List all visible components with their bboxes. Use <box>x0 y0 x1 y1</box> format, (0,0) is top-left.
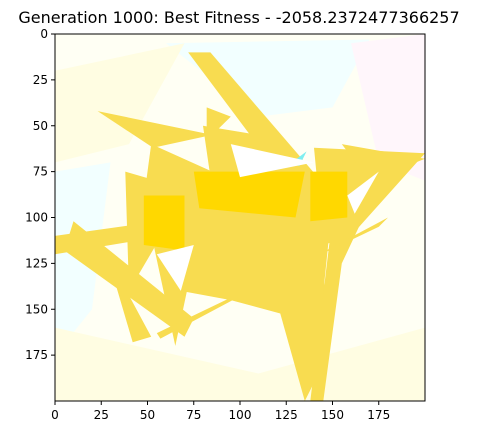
shape-rect-bright-yellow-c <box>310 171 348 222</box>
shape-rect-bright-yellow-a <box>143 195 185 251</box>
y-tick-label: 100 <box>25 211 48 225</box>
x-tick-label: 100 <box>229 408 252 422</box>
shape-tri-left-spike <box>106 254 152 343</box>
x-axis: 0 25 50 75 100 125 150 175 <box>51 401 390 422</box>
x-tick-label: 125 <box>275 408 298 422</box>
y-tick-label: 125 <box>25 256 48 270</box>
shape-tri-top-left <box>97 111 213 148</box>
y-tick-label: 75 <box>33 165 48 179</box>
shape-bg-cyan-top <box>166 39 370 117</box>
shape-tri-right-down <box>310 184 379 401</box>
shape-tri-white-1 <box>230 144 314 178</box>
shape-rect-bright-yellow-b <box>193 171 305 218</box>
shape-bg-lightyellow-bottom <box>55 327 425 401</box>
x-tick-label: 25 <box>94 408 109 422</box>
shape-tri-bottom-thin <box>156 217 388 339</box>
shape-tri-center-vertical <box>258 202 333 401</box>
shape-tri-white-3 <box>347 171 379 214</box>
y-tick-label: 50 <box>33 119 48 133</box>
x-tick-label: 150 <box>321 408 344 422</box>
y-tick-label: 150 <box>25 302 48 316</box>
x-tick-label: 0 <box>51 408 59 422</box>
shape-tri-right-top <box>341 144 425 181</box>
y-tick-label: 175 <box>25 348 48 362</box>
shape-tri-white-2 <box>156 245 194 291</box>
shape-bg-lightyellow-left <box>55 43 185 163</box>
generated-image <box>55 34 425 401</box>
shape-bg-pink-right <box>351 34 425 181</box>
x-tick-label: 175 <box>367 408 390 422</box>
y-tick-label: 25 <box>33 73 48 87</box>
x-tick-label: 50 <box>140 408 155 422</box>
x-tick-label: 75 <box>186 408 201 422</box>
y-axis: 0 25 50 75 100 125 150 175 <box>25 27 55 362</box>
plot-title: Generation 1000: Best Fitness - -2058.23… <box>18 8 459 27</box>
y-tick-label: 0 <box>40 27 48 41</box>
